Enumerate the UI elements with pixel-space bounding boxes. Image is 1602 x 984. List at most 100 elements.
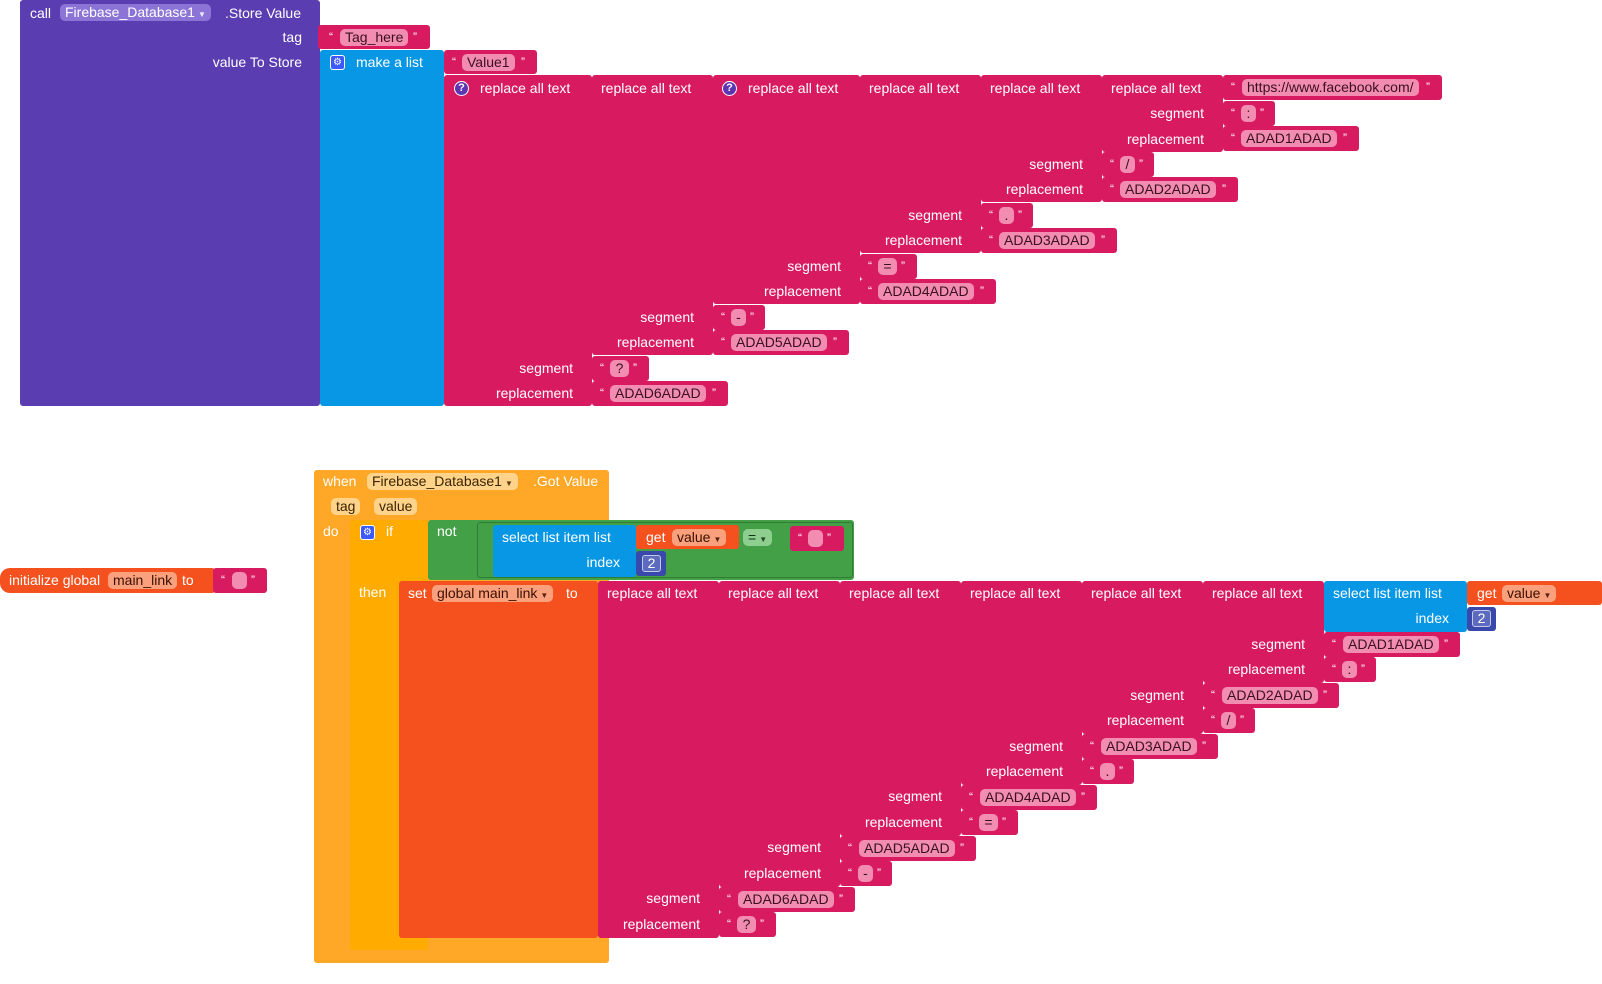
text-value[interactable]: ? [737, 916, 756, 933]
index-number[interactable]: 2 [1472, 610, 1491, 627]
replace-block-b6[interactable] [1203, 581, 1324, 683]
param-value[interactable]: value [374, 498, 418, 515]
text-value[interactable]: ADAD3ADAD [1101, 738, 1197, 755]
get-var-dropdown[interactable]: value ▼ [672, 529, 727, 546]
gear-icon[interactable]: ⚙ [360, 525, 375, 540]
segment-label: segment [1150, 105, 1204, 121]
chevron-down-icon: ▼ [504, 479, 513, 488]
select-list-item-block[interactable] [1324, 581, 1467, 632]
make-list-block[interactable] [320, 50, 444, 406]
set-label: set [408, 585, 427, 601]
replace-label: replace all text [1091, 585, 1182, 601]
replacement-label: replacement [1126, 131, 1204, 147]
segment-label: segment [888, 788, 942, 804]
chevron-down-icon: ▼ [713, 535, 722, 544]
replace-label: replace all text [748, 80, 839, 96]
replace-block-4[interactable] [860, 75, 981, 253]
event-component-dropdown[interactable]: Firebase_Database1 ▼ [367, 473, 518, 490]
text-value[interactable]: ADAD4ADAD [878, 283, 974, 300]
store-value-block[interactable] [20, 0, 320, 406]
replace-block-5[interactable] [981, 75, 1102, 202]
call-label: call [30, 5, 52, 21]
replacement-label: replacement [985, 763, 1063, 779]
replace-block-b4[interactable] [961, 581, 1082, 785]
text-value[interactable]: = [979, 814, 998, 831]
url-text[interactable]: https://www.facebook.com/ [1242, 79, 1419, 96]
text-value[interactable]: ADAD1ADAD [1241, 130, 1337, 147]
chevron-down-icon: ▼ [759, 535, 768, 544]
set-var-dropdown[interactable]: global main_link ▼ [432, 585, 554, 602]
text-value[interactable]: : [1342, 661, 1357, 678]
text-value[interactable]: ADAD6ADAD [738, 891, 834, 908]
replacement-label: replacement [1005, 181, 1083, 197]
value1-text[interactable]: Value1 [462, 54, 515, 71]
value-socket-label: value To Store [212, 54, 302, 70]
replacement-label: replacement [884, 232, 962, 248]
segment-label: segment [767, 839, 821, 855]
empty-text-value[interactable] [808, 530, 823, 547]
text-value[interactable]: ADAD6ADAD [610, 385, 706, 402]
select-list-item-block[interactable] [493, 525, 636, 577]
param-tag[interactable]: tag [331, 498, 361, 515]
replace-block-6[interactable] [1102, 75, 1223, 152]
replace-block-b2[interactable] [719, 581, 840, 887]
segment-label: segment [908, 207, 962, 223]
text-value[interactable]: . [999, 207, 1014, 224]
replace-label: replace all text [869, 80, 960, 96]
initialize-global-block[interactable] [0, 568, 215, 593]
replace-label: replace all text [607, 585, 698, 601]
replace-block-b5[interactable] [1082, 581, 1203, 734]
segment-label: segment [1251, 636, 1305, 652]
chevron-down-icon: ▼ [197, 10, 206, 19]
text-value[interactable]: - [731, 309, 746, 326]
replacement-label: replacement [1227, 661, 1305, 677]
text-value[interactable]: ? [610, 360, 629, 377]
text-value[interactable]: - [858, 865, 873, 882]
not-label: not [437, 523, 457, 539]
text-value[interactable]: ADAD5ADAD [731, 334, 827, 351]
help-icon[interactable]: ? [722, 81, 737, 96]
index-number[interactable]: 2 [642, 555, 661, 572]
empty-text-value[interactable] [232, 572, 247, 589]
replace-label: replace all text [970, 585, 1061, 601]
global-name-field[interactable]: main_link [108, 572, 178, 589]
replacement-label: replacement [763, 283, 841, 299]
gear-icon[interactable]: ⚙ [330, 55, 345, 70]
index-label: index [1415, 610, 1449, 626]
component-dropdown[interactable]: Firebase_Database1 ▼ [60, 4, 211, 21]
help-icon[interactable]: ? [454, 81, 469, 96]
replacement-label: replacement [1106, 712, 1184, 728]
segment-label: segment [519, 360, 573, 376]
text-value[interactable]: . [1100, 763, 1115, 780]
replace-block-b1[interactable] [598, 581, 719, 938]
replacement-label: replacement [622, 916, 700, 932]
set-to-label: to [566, 585, 578, 601]
chevron-down-icon: ▼ [540, 591, 549, 600]
get-var-dropdown[interactable]: value ▼ [1502, 585, 1557, 602]
replace-label: replace all text [1111, 80, 1202, 96]
replacement-label: replacement [864, 814, 942, 830]
set-global-block[interactable] [399, 581, 598, 938]
text-value[interactable]: / [1120, 156, 1135, 173]
init-to-label: to [182, 572, 194, 588]
text-value[interactable]: = [878, 258, 897, 275]
then-label: then [359, 584, 387, 600]
text-value[interactable]: ADAD4ADAD [980, 789, 1076, 806]
text-value[interactable]: ADAD3ADAD [999, 232, 1095, 249]
replace-block-b3[interactable] [840, 581, 961, 836]
text-value[interactable]: ADAD2ADAD [1120, 181, 1216, 198]
tag-text-value[interactable]: Tag_here [340, 29, 409, 46]
replace-block-2[interactable] [592, 75, 713, 355]
replacement-label: replacement [495, 385, 573, 401]
compare-op-dropdown[interactable]: = ▼ [743, 529, 773, 546]
text-value[interactable]: / [1221, 712, 1236, 729]
replace-block-3[interactable] [713, 75, 860, 304]
text-value[interactable]: ADAD5ADAD [859, 840, 955, 857]
text-value[interactable]: ADAD2ADAD [1222, 687, 1318, 704]
replace-label: replace all text [601, 80, 692, 96]
make-list-label: make a list [356, 54, 423, 70]
get-label: get [1477, 585, 1497, 601]
text-value[interactable]: ADAD1ADAD [1343, 636, 1439, 653]
text-value[interactable]: : [1241, 105, 1256, 122]
replace-block-1[interactable] [444, 75, 592, 406]
